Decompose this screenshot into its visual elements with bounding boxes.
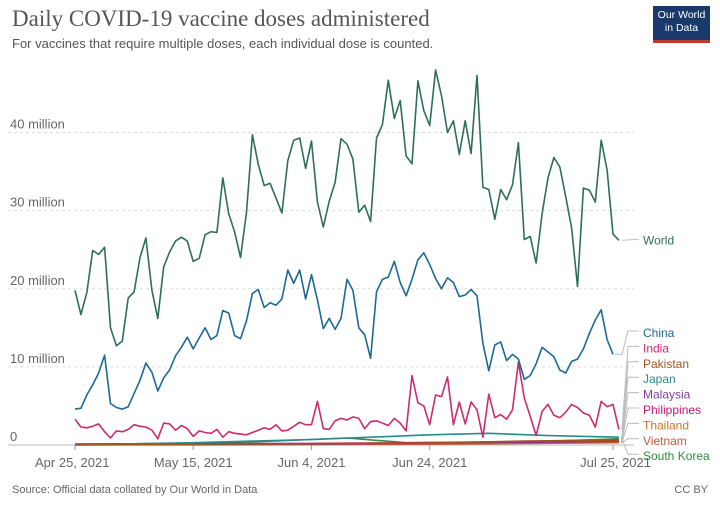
series-line-world [74, 69, 620, 347]
y-tick-label: 30 million [10, 195, 65, 210]
series-label-china: China [643, 326, 675, 340]
series-label-pakistan: Pakistan [643, 357, 689, 371]
series-label-japan: Japan [643, 372, 676, 386]
source-note: Source: Official data collated by Our Wo… [12, 484, 258, 496]
label-connector [620, 407, 639, 442]
x-tick-label: Jun 4, 2021 [278, 455, 346, 470]
y-tick-label: 0 [10, 429, 17, 444]
series-label-world: World [643, 233, 674, 247]
label-connector [620, 345, 639, 430]
license-link[interactable]: CC BY [674, 484, 708, 496]
series-label-philippines: Philippines [643, 403, 701, 417]
series-label-india: India [643, 341, 669, 355]
label-connector [620, 438, 639, 455]
logo-line-1: Our World [657, 9, 706, 21]
x-tick-label: Apr 25, 2021 [35, 455, 109, 470]
series-label-vietnam: Vietnam [643, 434, 687, 448]
label-connector [621, 238, 640, 241]
series-line-india [74, 361, 620, 440]
y-tick-label: 20 million [10, 273, 65, 288]
x-tick-label: Jun 24, 2021 [392, 455, 467, 470]
series-lines [74, 69, 620, 446]
x-tick-label: Jul 25, 2021 [580, 455, 651, 470]
label-connector [615, 330, 639, 355]
series-label-thailand: Thailand [643, 418, 689, 432]
series-line-japan [74, 432, 619, 445]
label-connector [620, 376, 639, 438]
chart-title: Daily COVID-19 vaccine doses administere… [12, 6, 430, 31]
y-tick-label: 40 million [10, 117, 65, 132]
x-tick-label: May 15, 2021 [154, 455, 233, 470]
y-tick-label: 10 million [10, 351, 65, 366]
owid-logo[interactable]: Our World in Data [653, 6, 710, 43]
gridlines: 0 10 million 20 million 30 million 40 millio… [8, 117, 634, 446]
series-line-china [74, 252, 614, 410]
series-label-malaysia: Malaysia [643, 388, 691, 402]
x-axis: Apr 25, 2021 May 15, 2021 Jun 4, 2021 Jun 2… [35, 445, 651, 470]
series-label-south-korea: South Korea [643, 449, 710, 463]
series-line-pakistan [75, 439, 619, 445]
label-connector [620, 361, 639, 441]
chart-subtitle: For vaccines that require multiple doses… [12, 36, 434, 51]
label-connector [620, 438, 639, 444]
logo-line-2: in Data [664, 22, 699, 34]
